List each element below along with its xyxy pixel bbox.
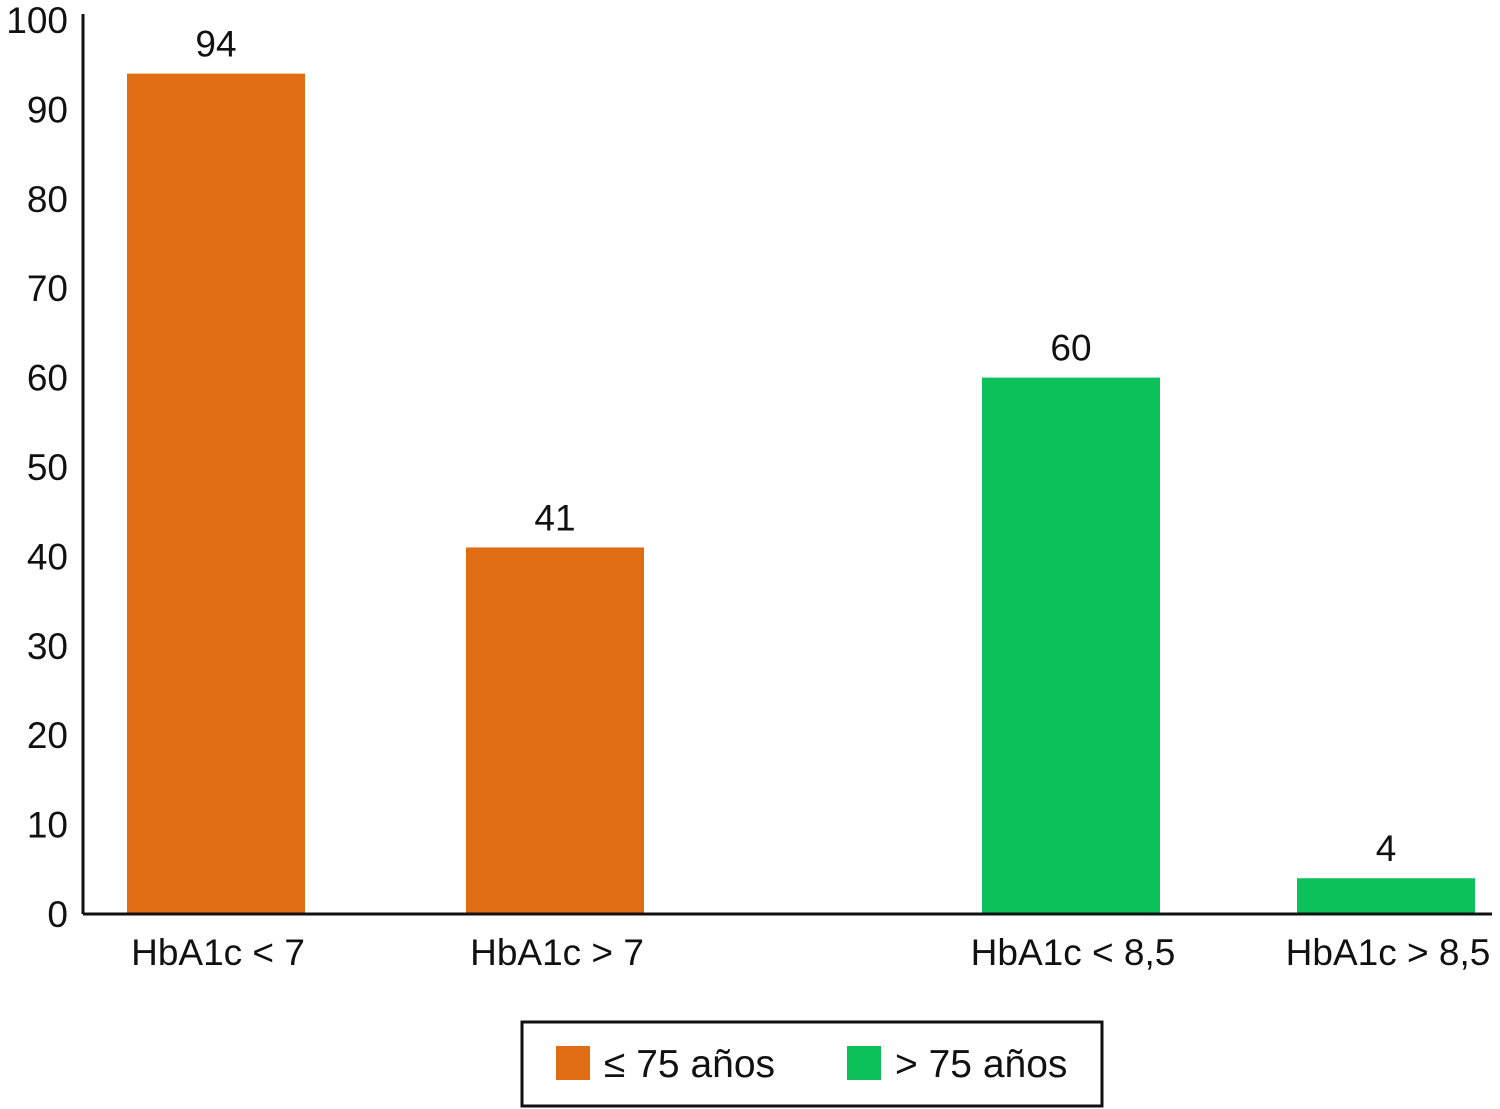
legend-swatch-le-75 bbox=[556, 1046, 590, 1080]
y-tick-label: 60 bbox=[27, 358, 68, 399]
y-tick-label: 70 bbox=[27, 268, 68, 309]
bar-value-label: 4 bbox=[1376, 828, 1397, 869]
bar bbox=[982, 377, 1160, 915]
legend-label-gt-75: > 75 años bbox=[895, 1043, 1067, 1086]
x-axis-category-labels: HbA1c < 7 HbA1c > 7 HbA1c < 8,5 HbA1c > 8,5 bbox=[131, 932, 1490, 973]
x-category-label: HbA1c > 7 bbox=[470, 932, 644, 973]
y-tick-label: 100 bbox=[6, 0, 68, 41]
x-category-label: HbA1c > 8,5 bbox=[1286, 932, 1491, 973]
legend-swatch-gt-75 bbox=[847, 1046, 881, 1080]
bar bbox=[127, 73, 305, 914]
y-tick-label: 90 bbox=[27, 89, 68, 130]
y-tick-label: 40 bbox=[27, 536, 68, 577]
legend-box bbox=[520, 1020, 1104, 1108]
bars bbox=[127, 73, 1475, 915]
y-axis-ticks: 0 10 20 30 40 50 60 70 80 90 100 bbox=[6, 0, 68, 935]
y-tick-label: 30 bbox=[27, 626, 68, 667]
bar-value-label: 94 bbox=[195, 24, 236, 65]
bar bbox=[1297, 878, 1475, 914]
bar bbox=[466, 547, 644, 914]
y-tick-label: 20 bbox=[27, 715, 68, 756]
bar-value-label: 41 bbox=[534, 497, 575, 538]
bar-value-label: 60 bbox=[1050, 328, 1091, 369]
y-tick-label: 80 bbox=[27, 179, 68, 220]
y-tick-label: 0 bbox=[47, 894, 68, 935]
x-category-label: HbA1c < 7 bbox=[131, 932, 305, 973]
y-tick-label: 10 bbox=[27, 805, 68, 846]
x-category-label: HbA1c < 8,5 bbox=[971, 932, 1176, 973]
legend: ≤ 75 años > 75 años bbox=[520, 1020, 1104, 1108]
y-tick-label: 50 bbox=[27, 447, 68, 488]
data-labels: 94 41 60 4 bbox=[195, 24, 1396, 870]
legend-label-le-75: ≤ 75 años bbox=[604, 1043, 775, 1086]
